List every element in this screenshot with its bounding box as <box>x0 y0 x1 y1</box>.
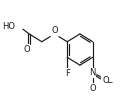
Text: O: O <box>51 26 58 35</box>
Text: −: − <box>106 78 113 87</box>
Text: O: O <box>23 45 30 54</box>
Text: O: O <box>89 84 96 93</box>
Text: HO: HO <box>2 22 15 31</box>
Text: +: + <box>93 73 98 78</box>
Text: N: N <box>89 68 96 77</box>
Text: O: O <box>102 76 109 85</box>
Text: F: F <box>65 69 70 78</box>
